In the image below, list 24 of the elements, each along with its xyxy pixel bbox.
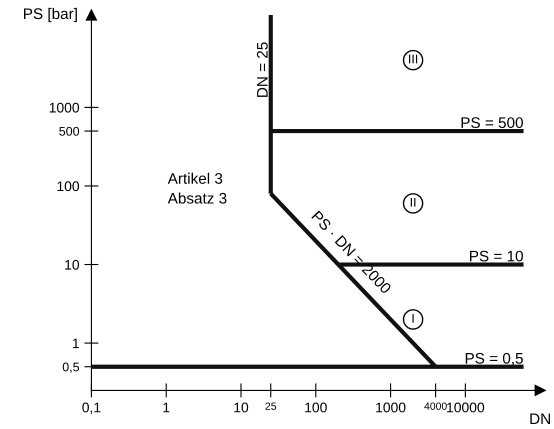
- annotation: PS = 10: [470, 250, 523, 262]
- x-tick-label: 0,1: [82, 402, 100, 414]
- x-tick-label: 4000: [424, 402, 447, 410]
- annotation: Artikel 3 Absatz 3: [168, 172, 226, 204]
- y-tick-label: 10: [65, 260, 80, 270]
- annotation: DN = 25: [256, 42, 268, 97]
- annotation: PS = 0,5: [466, 352, 523, 366]
- y-tick-label: 100: [57, 181, 80, 192]
- x-tick-label: 10: [234, 402, 248, 412]
- y-tick-label: 1000: [50, 102, 80, 113]
- y-tick-label: 1: [72, 338, 79, 348]
- y-axis-title: PS [bar]: [24, 8, 77, 22]
- x-tick-label: 1: [163, 402, 170, 412]
- annotation: PS = 500: [462, 117, 523, 128]
- y-tick-label: 0,5: [62, 362, 80, 373]
- x-tick-label: 25: [265, 402, 276, 410]
- x-tick-label: 10000: [447, 402, 484, 412]
- x-tick-label: 100: [305, 402, 327, 412]
- y-tick-label: 500: [59, 126, 80, 136]
- x-tick-label: 1000: [376, 402, 406, 412]
- x-axis-title: DN: [530, 413, 550, 424]
- annotation: I: [412, 314, 414, 323]
- annotation: III: [409, 54, 418, 64]
- annotation: II: [410, 198, 416, 207]
